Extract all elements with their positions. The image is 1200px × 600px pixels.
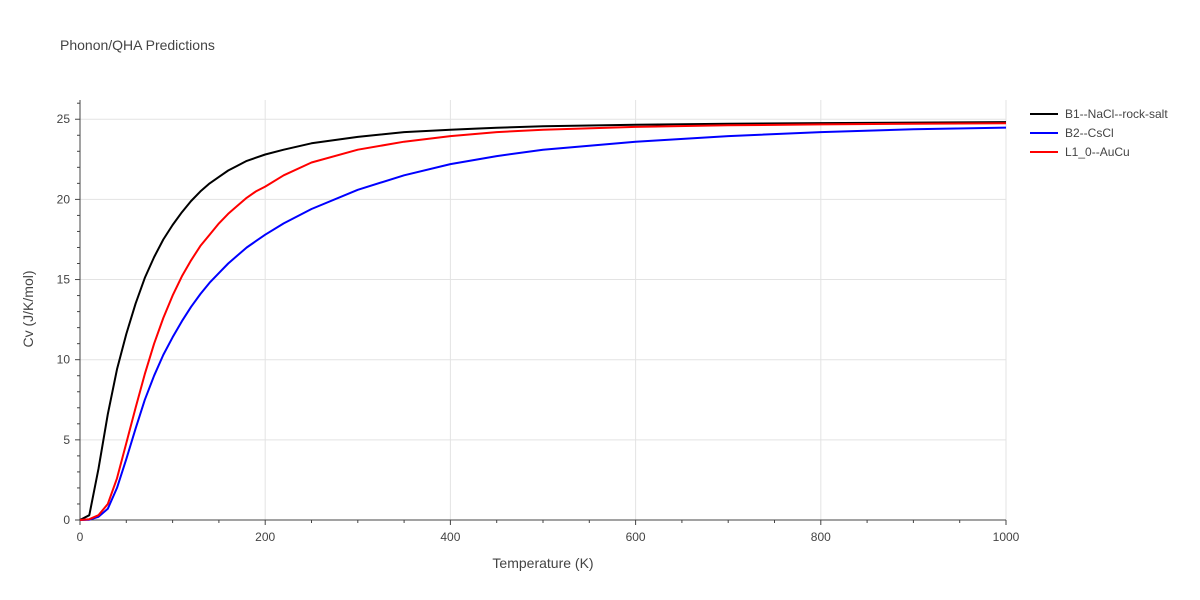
chart-title: Phonon/QHA Predictions [60,37,215,53]
x-tick-label: 600 [626,530,646,544]
legend-label-1: B2--CsCl [1065,126,1114,140]
y-tick-label: 25 [57,112,71,126]
series-line-0 [79,121,1007,521]
x-axis-title: Temperature (K) [492,555,593,571]
x-tick-label: 200 [255,530,275,544]
legend: B1--NaCl--rock-salt B2--CsCl L1_0--AuCu [1030,107,1168,159]
grid [80,100,1007,520]
y-tick-label: 15 [57,273,71,287]
series-line-1 [79,126,1007,521]
x-tick-label: 1000 [993,530,1020,544]
y-tick-label: 20 [57,192,71,206]
x-tick-label: 400 [440,530,460,544]
y-tick-label: 5 [63,433,70,447]
axes: 0 200 400 600 800 1000 0 5 10 15 20 25 [57,100,1020,544]
x-tick-label: 800 [811,530,831,544]
series-line-2 [79,122,1007,521]
y-axis-title: Cv (J/K/mol) [20,271,36,348]
legend-label-0: B1--NaCl--rock-salt [1065,107,1168,121]
y-tick-label: 0 [63,513,70,527]
y-tick-label: 10 [57,353,71,367]
x-tick-label: 0 [77,530,84,544]
plot-area [79,121,1007,521]
legend-label-2: L1_0--AuCu [1065,145,1130,159]
